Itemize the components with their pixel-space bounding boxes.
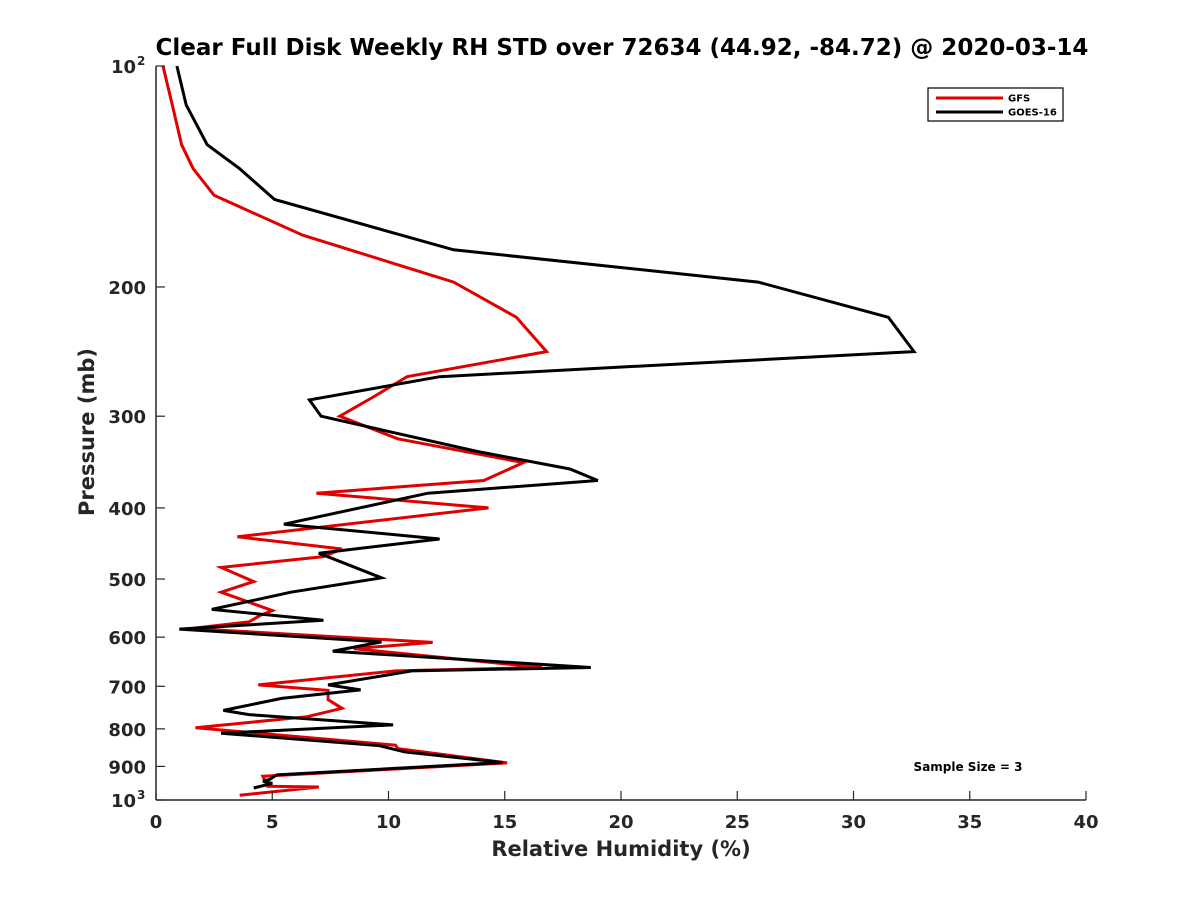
y-tick-label: 10 [111,57,136,78]
sample-size-annotation: Sample Size = 3 [914,760,1023,774]
y-tick-exponent: 2 [137,54,145,68]
x-tick-label: 30 [841,812,866,833]
x-tick-label: 40 [1073,812,1098,833]
series-line-goes-16 [175,65,917,790]
y-tick-label: 300 [108,407,146,428]
x-tick-label: 35 [957,812,982,833]
x-axis-ticks: 0 5 10 15 20 25 30 35 40 [150,791,1099,833]
x-tick-label: 0 [150,812,163,833]
y-tick-label: 700 [108,677,146,698]
legend: GFS GOES-16 [927,87,1064,122]
series-layer [161,65,917,797]
x-axis-label: Relative Humidity (%) [491,837,750,861]
x-tick-label: 15 [492,812,517,833]
y-tick-label: 10 [111,791,136,812]
x-tick-label: 20 [608,812,633,833]
y-tick-exponent: 3 [137,788,145,802]
series-line-gfs [161,65,550,797]
x-tick-label: 5 [266,812,279,833]
y-tick-label: 900 [108,757,146,778]
legend-box [927,87,1064,122]
y-tick-label: 600 [108,628,146,649]
plot-frame [155,66,1086,801]
chart-title: Clear Full Disk Weekly RH STD over 72634… [156,35,1089,61]
y-tick-label: 200 [108,278,146,299]
y-tick-label: 400 [108,499,146,520]
legend-label: GFS [1008,94,1030,105]
y-tick-label: 800 [108,720,146,741]
x-tick-label: 25 [725,812,750,833]
legend-label: GOES-16 [1008,108,1057,119]
x-tick-label: 10 [376,812,401,833]
y-tick-label: 500 [108,570,146,591]
y-axis-label: Pressure (mb) [75,348,99,516]
